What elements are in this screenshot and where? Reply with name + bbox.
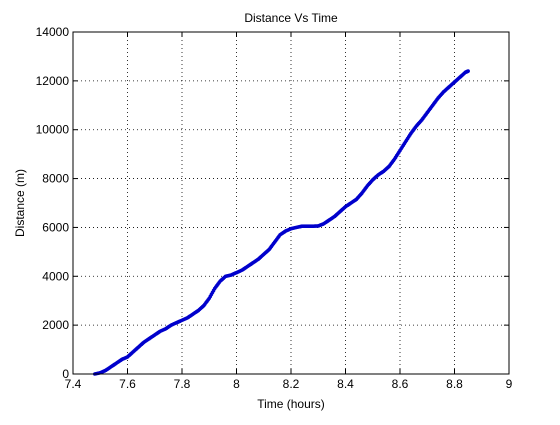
x-tick-labels: 7.4 7.6 7.8 8 8.2 8.4 8.6 8.8 9 <box>65 377 513 391</box>
y-tick-label: 6000 <box>42 220 69 234</box>
x-axis-label: Time (hours) <box>257 397 325 411</box>
x-tick-label: 8.2 <box>283 377 300 391</box>
chart-title: Distance Vs Time <box>244 11 338 25</box>
x-tick-label: 7.6 <box>119 377 136 391</box>
x-tick-label: 8 <box>233 377 240 391</box>
tick-marks <box>72 31 510 375</box>
data-series <box>93 69 470 376</box>
plot-background <box>73 32 509 374</box>
x-tick-label: 8.4 <box>337 377 354 391</box>
y-tick-label: 8000 <box>42 172 69 186</box>
y-tick-label: 12000 <box>36 74 70 88</box>
data-point <box>466 69 470 73</box>
x-tick-label: 8.8 <box>446 377 463 391</box>
x-tick-label: 9 <box>506 377 513 391</box>
y-tick-label: 0 <box>62 367 69 381</box>
grid <box>73 32 509 374</box>
x-tick-label: 7.8 <box>174 377 191 391</box>
y-tick-label: 10000 <box>36 123 70 137</box>
y-tick-label: 14000 <box>36 25 70 39</box>
x-tick-label: 8.6 <box>392 377 409 391</box>
x-tick-label: 7.4 <box>65 377 82 391</box>
y-tick-label: 2000 <box>42 318 69 332</box>
y-tick-label: 4000 <box>42 269 69 283</box>
y-tick-labels: 0 2000 4000 6000 8000 10000 12000 14000 <box>36 25 70 381</box>
y-axis-label: Distance (m) <box>13 169 27 237</box>
